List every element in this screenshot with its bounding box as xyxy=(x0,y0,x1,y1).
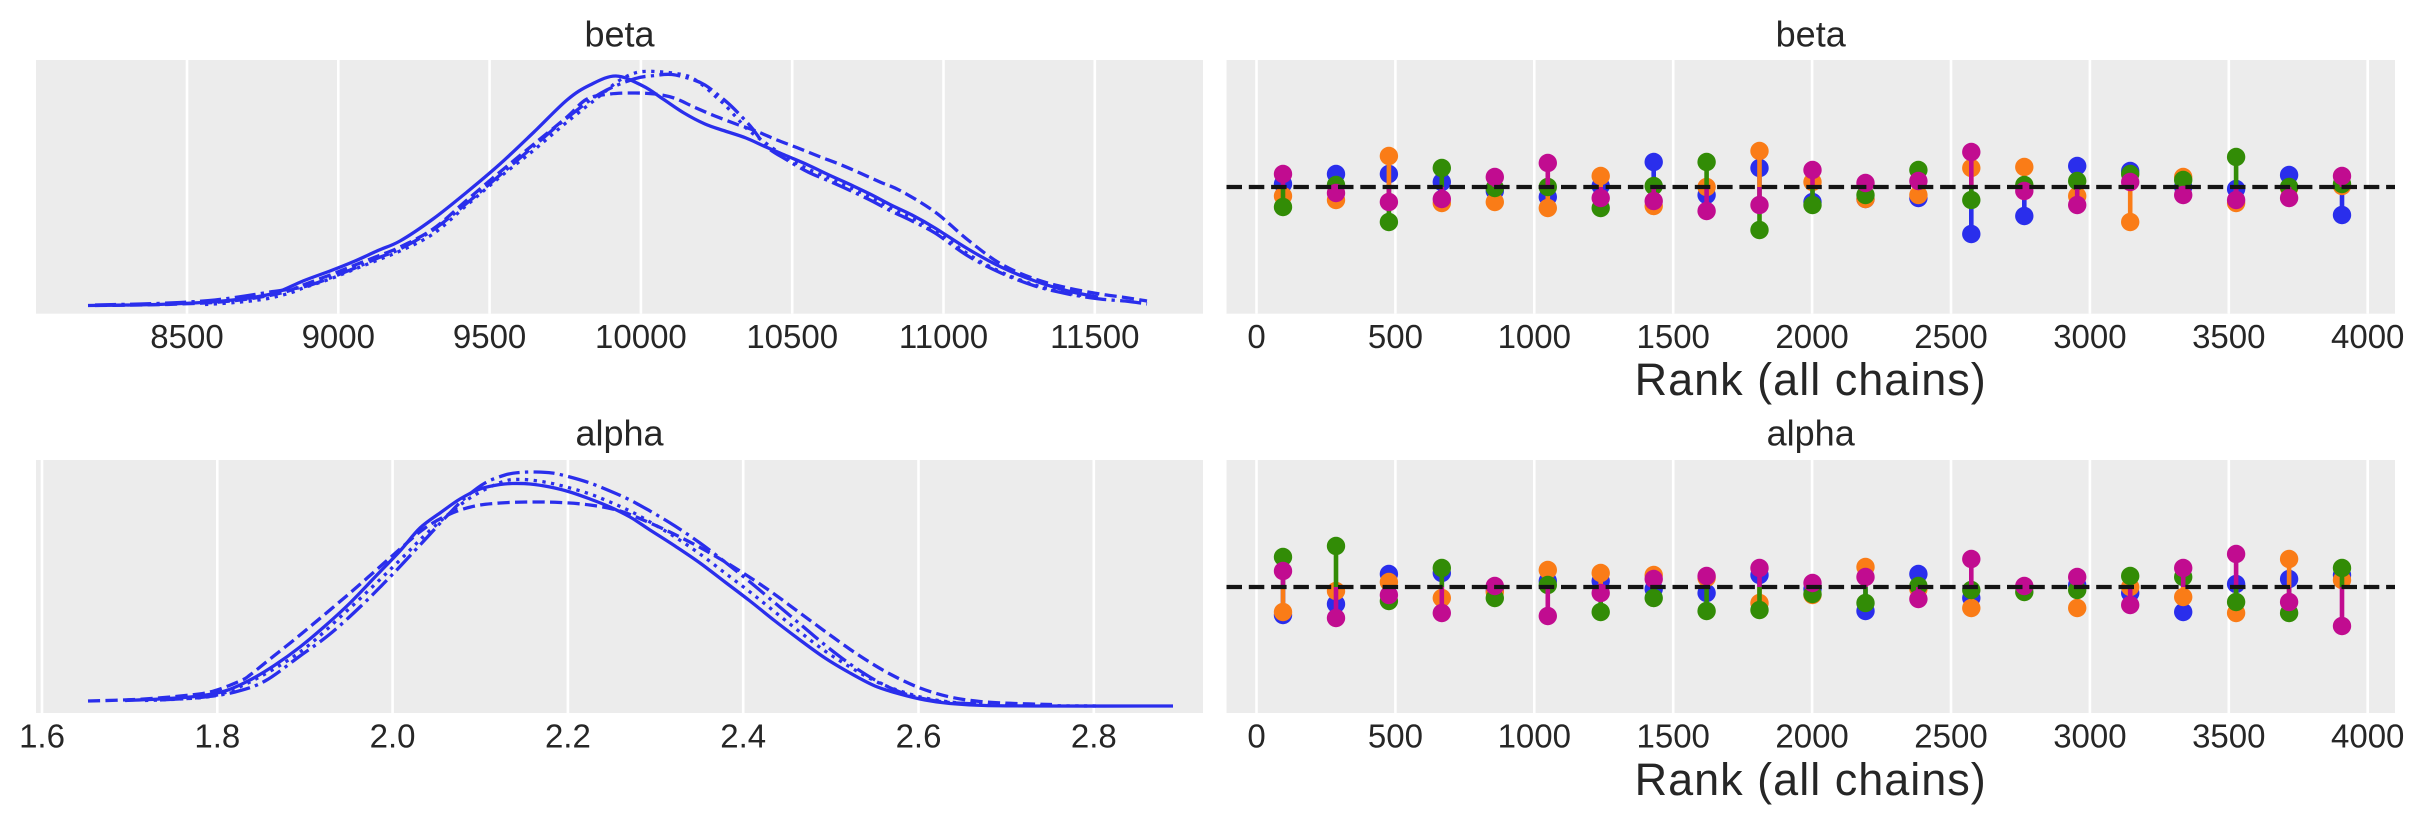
svg-text:1000: 1000 xyxy=(1498,318,1571,355)
svg-text:1500: 1500 xyxy=(1636,718,1709,755)
svg-text:alpha: alpha xyxy=(1767,412,1856,453)
svg-text:3500: 3500 xyxy=(2192,718,2265,755)
svg-text:4000: 4000 xyxy=(2331,318,2404,355)
svg-text:3000: 3000 xyxy=(2053,718,2126,755)
svg-text:beta: beta xyxy=(1776,13,1847,54)
svg-text:2000: 2000 xyxy=(1775,718,1848,755)
svg-text:1000: 1000 xyxy=(1498,718,1571,755)
svg-text:10000: 10000 xyxy=(595,318,687,355)
svg-text:10500: 10500 xyxy=(746,318,838,355)
svg-text:500: 500 xyxy=(1368,718,1423,755)
svg-text:2.0: 2.0 xyxy=(370,718,416,755)
svg-text:2500: 2500 xyxy=(1914,718,1987,755)
svg-text:Rank (all chains): Rank (all chains) xyxy=(1635,754,1987,805)
svg-text:2.4: 2.4 xyxy=(720,718,766,755)
svg-text:1500: 1500 xyxy=(1636,318,1709,355)
svg-text:2000: 2000 xyxy=(1775,318,1848,355)
svg-text:Rank (all chains): Rank (all chains) xyxy=(1635,354,1987,405)
svg-text:11500: 11500 xyxy=(1050,318,1139,355)
svg-text:1.8: 1.8 xyxy=(194,718,240,755)
svg-text:alpha: alpha xyxy=(575,412,664,453)
svg-text:2500: 2500 xyxy=(1914,318,1987,355)
svg-text:11000: 11000 xyxy=(899,318,988,355)
svg-text:2.8: 2.8 xyxy=(1071,718,1117,755)
svg-text:4000: 4000 xyxy=(2331,718,2404,755)
svg-text:0: 0 xyxy=(1247,318,1265,355)
svg-text:500: 500 xyxy=(1368,318,1423,355)
svg-text:2.6: 2.6 xyxy=(896,718,942,755)
svg-text:9000: 9000 xyxy=(302,318,375,355)
svg-text:9500: 9500 xyxy=(453,318,526,355)
svg-text:beta: beta xyxy=(584,13,655,54)
svg-text:3500: 3500 xyxy=(2192,318,2265,355)
svg-text:0: 0 xyxy=(1247,718,1265,755)
svg-text:2.2: 2.2 xyxy=(545,718,591,755)
svg-text:8500: 8500 xyxy=(150,318,223,355)
svg-text:1.6: 1.6 xyxy=(19,718,65,755)
svg-text:3000: 3000 xyxy=(2053,318,2126,355)
